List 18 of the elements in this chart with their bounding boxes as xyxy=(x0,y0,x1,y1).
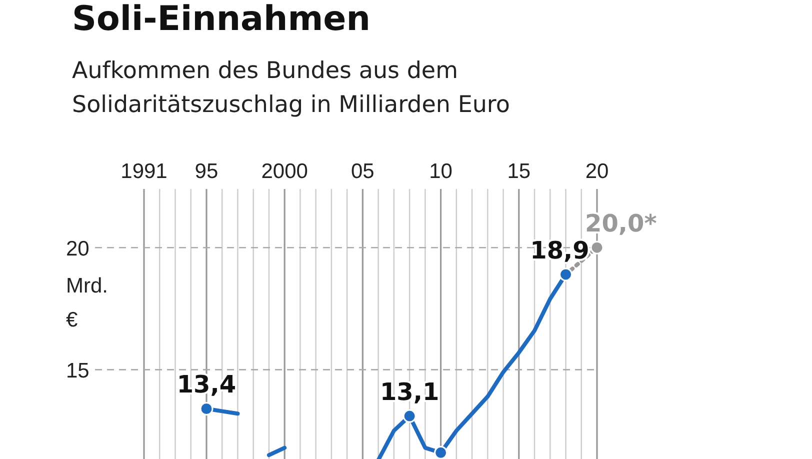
point xyxy=(434,446,448,459)
data-label: 18,9 xyxy=(530,236,590,264)
x-tick-label: 95 xyxy=(194,160,218,183)
x-tick-label: 15 xyxy=(507,160,531,183)
x-tick-label: 10 xyxy=(429,160,452,183)
x-tick-label: 05 xyxy=(351,160,374,183)
x-tick-label: 1991 xyxy=(120,160,168,183)
x-tick-label: 20 xyxy=(585,160,609,183)
point xyxy=(559,268,573,282)
data-label: 13,4 xyxy=(176,370,236,399)
x-tick-label: 2000 xyxy=(261,160,308,183)
data-label: 13,1 xyxy=(380,378,440,406)
point xyxy=(402,409,416,423)
y-axis-title: Mrd. € xyxy=(66,274,108,332)
point xyxy=(590,240,604,254)
chart-title: Soli-Einnahmen xyxy=(72,0,370,39)
point xyxy=(200,402,214,416)
chart-subtitle: Aufkommen des Bundes aus dem Solidaritätszuschlag in Milliarden Euro xyxy=(72,58,510,118)
